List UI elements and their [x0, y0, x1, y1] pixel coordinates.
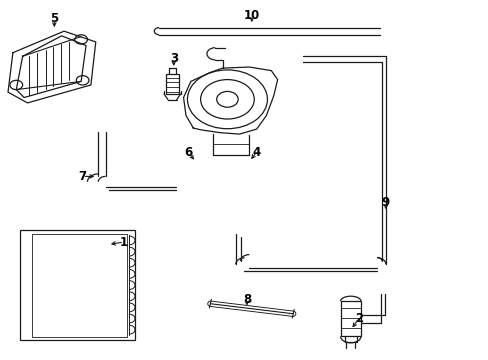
Text: 4: 4 — [252, 145, 260, 158]
Text: 8: 8 — [243, 293, 250, 306]
Text: 1: 1 — [120, 235, 128, 248]
Text: 10: 10 — [243, 9, 260, 22]
Text: 5: 5 — [50, 12, 59, 25]
Bar — [20, 230, 135, 339]
Text: 2: 2 — [354, 311, 363, 325]
Bar — [165, 74, 178, 94]
Bar — [32, 234, 127, 337]
Text: 6: 6 — [184, 145, 192, 158]
Text: 9: 9 — [381, 196, 389, 209]
Text: 3: 3 — [169, 52, 178, 65]
Text: 7: 7 — [79, 170, 86, 183]
Bar — [340, 301, 360, 336]
